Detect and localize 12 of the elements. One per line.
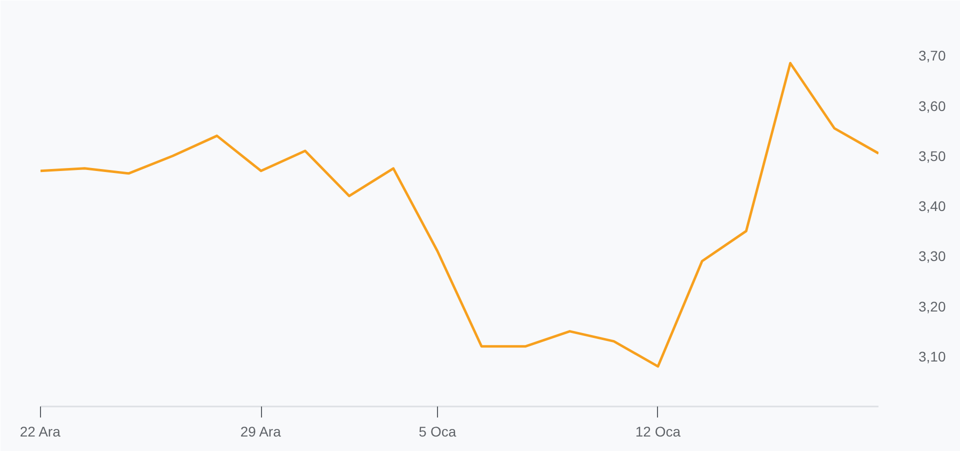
line-series: [40, 62, 878, 368]
x-tick-label: 22 Ara: [20, 424, 61, 440]
x-tick-label: 12 Oca: [635, 424, 681, 440]
y-tick-label: 3,50: [918, 148, 946, 164]
x-tick-label: 5 Oca: [418, 424, 456, 440]
y-tick-label: 3,20: [918, 298, 946, 314]
y-tick-label: 3,30: [918, 248, 946, 264]
y-tick-label: 3,40: [918, 198, 946, 214]
x-tick-label: 29 Ara: [240, 424, 282, 440]
y-tick-label: 3,10: [918, 348, 946, 364]
y-tick-label: 3,70: [918, 48, 946, 64]
y-tick-label: 3,60: [918, 98, 946, 114]
